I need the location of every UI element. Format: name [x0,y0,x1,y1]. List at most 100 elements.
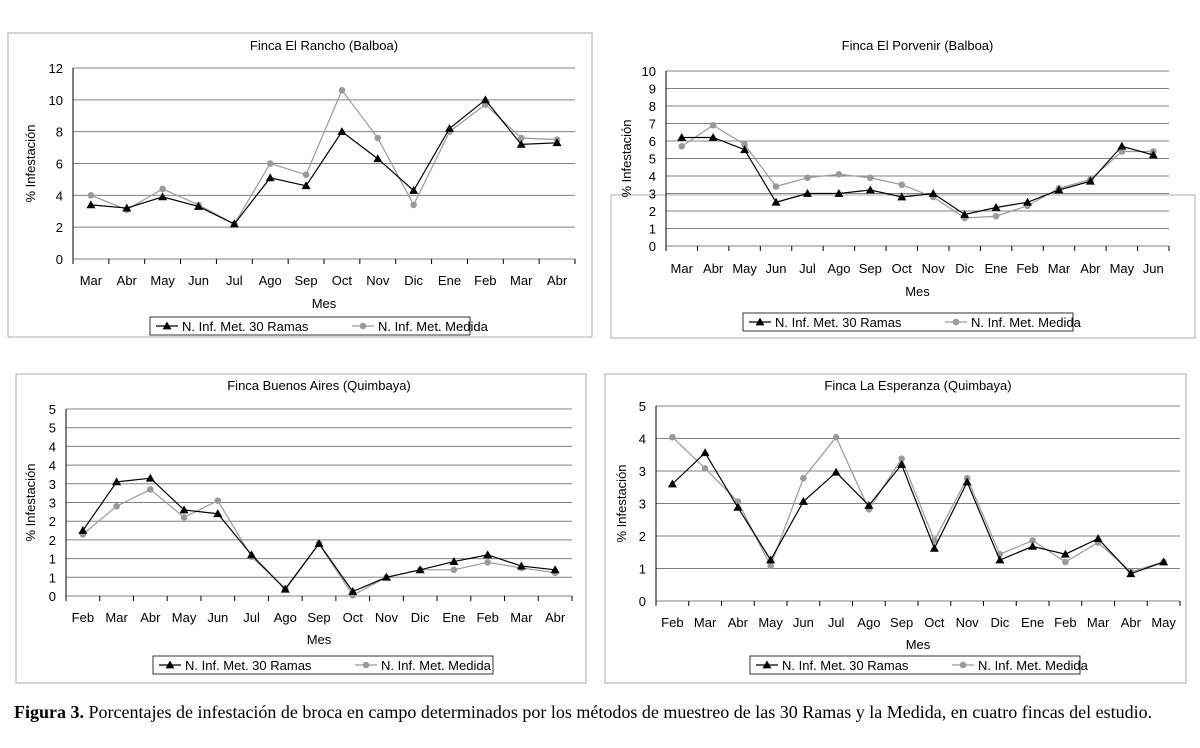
chart-panel-la-esperanza: Finca La Esperanza (Quimbaya) 0 1 2 3 3 4 5 Feb M… [600,360,1200,690]
x-tick-label: Abr [117,273,138,288]
data-point-1 [122,203,132,212]
data-point-2 [159,185,166,193]
y-tick-label: 0 [649,239,656,254]
legend-label-2: N. Inf. Met. Medida [971,315,1082,330]
y-tick-label: 5 [649,152,656,167]
data-point-2 [772,183,780,190]
data-point-1 [280,584,290,593]
y-tick-label: 4 [649,169,656,184]
legend-box [152,655,494,675]
y-tick-label: 12 [49,61,63,76]
y-tick-label: 4 [49,439,56,454]
x-tick-label: May [1110,261,1135,276]
x-tick-label: Abr [1080,261,1101,276]
y-tick-label: 0 [639,594,646,609]
x-tick-label: Feb [661,615,683,630]
x-tick-label: Ene [442,610,465,625]
data-point-2 [113,502,120,510]
x-tick-label: Sep [307,610,330,625]
data-point-2 [734,498,742,505]
chart-frame [15,373,587,684]
x-tick-label: Ago [827,261,850,276]
x-tick-label: Jun [188,273,209,288]
x-tick-label: May [732,261,757,276]
data-point-1 [667,479,677,488]
data-point-2 [1118,148,1126,155]
y-tick-label: 2 [639,529,646,544]
x-tick-label: Dic [990,615,1009,630]
x-tick-label: Abr [545,610,566,625]
x-tick-label: Feb [474,273,496,288]
data-point-2 [1029,537,1036,544]
data-point-1 [381,572,391,581]
data-point-2 [450,566,458,574]
data-point-2 [517,134,525,142]
data-point-2 [302,171,310,178]
data-point-2 [832,433,840,441]
x-tick-label: May [150,273,175,288]
y-tick-label: 3 [649,187,656,202]
data-point-1 [766,555,776,564]
data-point-1 [449,557,459,565]
data-point-1 [348,587,358,595]
legend-marker-1 [762,660,772,669]
y-tick-label: 9 [649,82,656,97]
x-tick-label: Dic [955,261,974,276]
x-tick-label: Jul [243,610,260,625]
data-point-1 [337,127,347,136]
data-point-1 [229,219,239,228]
x-tick-label: Mar [694,615,717,630]
chart-la-esperanza: Finca La Esperanza (Quimbaya) 0 1 2 3 3 4 5 Feb M… [604,373,1187,684]
data-point-1 [247,550,257,559]
chart-title: Finca El Porvenir (Balboa) [842,38,994,53]
data-point-1 [995,555,1005,564]
data-point-1 [960,210,970,218]
legend-marker-1 [165,660,175,669]
x-tick-label: Jun [207,610,228,625]
legend-box [149,316,471,336]
x-tick-label: Ago [274,610,297,625]
x-axis-label: Mes [905,284,930,299]
data-point-1 [550,565,560,574]
data-point-1 [700,448,710,457]
x-tick-label: Nov [922,261,946,276]
y-tick-label: 10 [49,93,63,108]
x-tick-label: Jul [226,273,243,288]
x-tick-label: Mar [105,610,128,625]
data-point-1 [798,497,808,505]
x-tick-label: Mar [80,273,103,288]
data-point-2 [214,497,222,504]
x-tick-label: Feb [1054,615,1076,630]
x-tick-label: May [1151,615,1176,630]
y-tick-label: 1 [649,222,656,237]
legend-marker-2 [959,661,967,669]
data-point-1 [929,543,939,552]
data-point-1 [897,192,907,201]
y-tick-label: 0 [49,589,56,604]
data-point-1 [112,477,122,486]
y-tick-label: 5 [639,399,646,414]
y-axis-label: % Infestación [619,119,634,197]
data-point-1 [194,201,203,210]
data-point-2 [147,486,154,493]
data-point-1 [834,189,844,197]
data-point-1 [213,509,223,518]
x-tick-label: Mar [1048,261,1071,276]
y-tick-label: 4 [56,188,63,203]
data-point-1 [301,181,311,190]
y-tick-label: 5 [49,402,56,417]
y-tick-label: 8 [56,125,63,140]
caption-label: Figura 3. [14,702,84,722]
data-point-1 [928,189,938,197]
x-tick-label: Jun [793,615,814,630]
data-point-1 [733,502,743,511]
series-line-1 [681,136,1154,216]
chart-title: Finca El Rancho (Balboa) [250,38,398,53]
x-tick-label: Oct [343,610,364,625]
legend-marker-2 [362,661,370,669]
x-tick-label: Ene [985,261,1008,276]
data-point-1 [445,123,454,132]
figure-caption: Figura 3. Porcentajes de infestación de … [14,702,1186,723]
x-tick-label: Feb [476,610,498,625]
x-tick-label: Jun [766,261,787,276]
